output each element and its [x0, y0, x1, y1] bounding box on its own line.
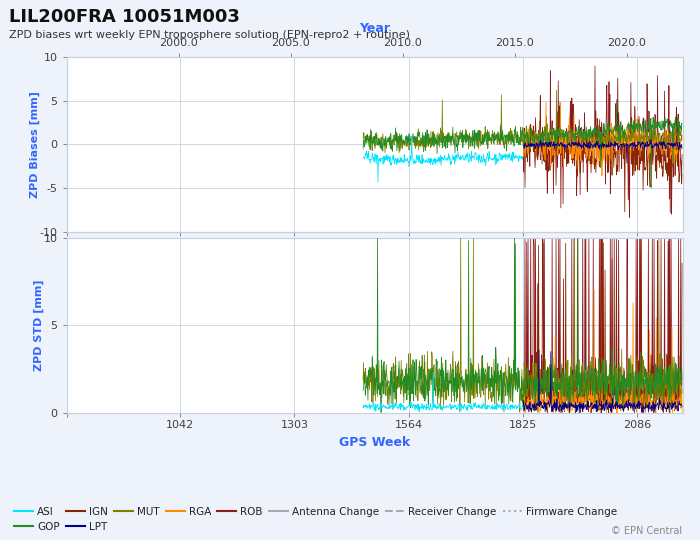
Text: ZPD biases wrt weekly EPN troposphere solution (EPN-repro2 + routine): ZPD biases wrt weekly EPN troposphere so… — [9, 30, 410, 40]
Y-axis label: ZPD STD [mm]: ZPD STD [mm] — [34, 280, 44, 371]
Y-axis label: ZPD Biases [mm]: ZPD Biases [mm] — [30, 91, 41, 198]
X-axis label: GPS Week: GPS Week — [339, 436, 410, 449]
Text: LIL200FRA 10051M003: LIL200FRA 10051M003 — [9, 8, 240, 26]
Text: © EPN Central: © EPN Central — [611, 525, 682, 536]
X-axis label: Year: Year — [359, 22, 390, 35]
Legend: ASI, GOP, IGN, LPT, MUT, RGA, ROB, Antenna Change, Receiver Change, Firmware Cha: ASI, GOP, IGN, LPT, MUT, RGA, ROB, Anten… — [14, 507, 617, 532]
